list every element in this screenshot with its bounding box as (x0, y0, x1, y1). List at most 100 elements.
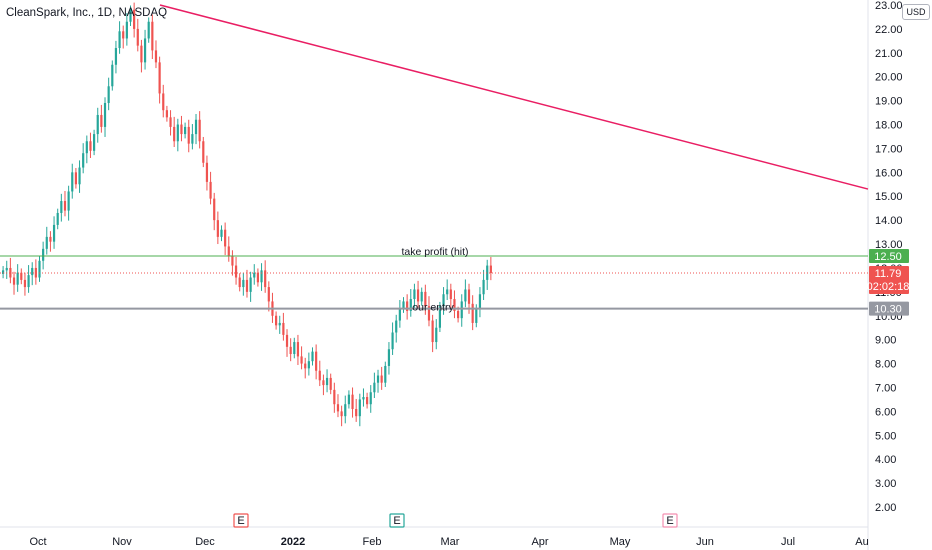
candle-body (154, 50, 158, 63)
candle-body (180, 124, 183, 135)
candle-body (442, 294, 445, 307)
candle-body (20, 272, 23, 280)
candle-body (253, 272, 256, 278)
candle-body (427, 306, 431, 321)
candle-body (136, 28, 139, 46)
y-tick-label: 15.00 (875, 191, 903, 203)
x-tick-label: Nov (112, 536, 132, 548)
candle-body (275, 315, 278, 326)
y-tick-label: 14.00 (875, 215, 903, 227)
y-tick-label: 8.00 (875, 359, 896, 371)
earnings-icon (233, 513, 249, 528)
candle-body (285, 334, 289, 347)
candle-body (282, 322, 285, 335)
candle-body (118, 31, 121, 49)
candle-body (307, 361, 310, 369)
candle-body (387, 349, 391, 366)
candle-body (67, 191, 70, 211)
x-tick-label: Jul (781, 536, 795, 548)
earnings-marker[interactable]: E (662, 513, 678, 528)
candle-body (56, 212, 59, 225)
candle-body (358, 399, 361, 417)
candle-body (96, 114, 99, 135)
candle-body (194, 119, 198, 135)
candle-body (216, 220, 219, 237)
candle-body (256, 272, 259, 283)
entry-badge (869, 301, 909, 316)
x-tick-label: 2022 (281, 536, 305, 548)
candle-body (289, 346, 292, 355)
candle-body (336, 404, 340, 412)
take-profit-badge (869, 249, 909, 264)
candle-body (373, 382, 376, 393)
candle-body (140, 45, 143, 63)
last-price-badge-text: 11.79 (875, 268, 902, 280)
candle-body (376, 375, 380, 383)
candle-body (333, 389, 336, 405)
candle-body (107, 86, 110, 104)
candle-body (213, 198, 216, 221)
x-tick-label: Apr (531, 536, 548, 548)
candle-body (464, 289, 467, 302)
earnings-marker[interactable]: E (389, 513, 405, 528)
candle-body (318, 370, 321, 381)
candle-body (52, 224, 56, 242)
candle-body (100, 114, 103, 127)
candle-body (12, 277, 16, 285)
candle-body (460, 301, 463, 319)
candle-body (489, 265, 492, 273)
candle-body (278, 322, 281, 326)
currency-button[interactable]: USD (902, 4, 930, 20)
candle-body (482, 279, 485, 295)
candle-body (63, 201, 67, 211)
candle-body (325, 377, 329, 386)
candle-body (151, 21, 154, 51)
entry-label: our entry (412, 302, 454, 314)
x-tick-label: Feb (363, 536, 382, 548)
candle-body (9, 267, 12, 278)
chart-title: CleanSpark, Inc., 1D, NASDAQ (6, 7, 167, 19)
y-tick-label: 22.00 (875, 24, 903, 36)
candle-body (231, 256, 234, 266)
candle-body (340, 411, 343, 417)
candle-body (147, 21, 150, 39)
y-tick-label: 18.00 (875, 120, 903, 132)
last-price-badge-countdown: 02:02:18 (867, 281, 910, 293)
candle-body (133, 9, 136, 29)
candle-body (5, 267, 8, 271)
y-tick-label: 4.00 (875, 454, 896, 466)
candle-body (169, 117, 172, 127)
candle-body (176, 124, 179, 142)
candle-body (74, 172, 77, 185)
candle-body (402, 301, 405, 309)
take-profit-badge-text: 12.50 (874, 251, 902, 263)
candle-body (209, 181, 212, 199)
candle-body (191, 134, 194, 144)
x-tick-label: Dec (195, 536, 215, 548)
y-tick-label: 7.00 (875, 382, 896, 394)
candle-body (143, 38, 147, 63)
candle-body (245, 279, 249, 292)
candle-body (300, 356, 303, 364)
candle-body (242, 279, 245, 288)
candle-body (34, 267, 37, 278)
candle-body (351, 394, 354, 409)
candle-body (205, 162, 209, 182)
x-tick-label: May (610, 536, 631, 548)
candle-body (416, 289, 420, 302)
candle-body (453, 299, 456, 311)
candle-body (220, 229, 223, 237)
candle-body (391, 332, 394, 350)
earnings-letter: E (237, 515, 244, 527)
candle-body (227, 246, 230, 257)
candle-body (23, 279, 27, 288)
candle-body (103, 103, 107, 127)
candle-body (38, 260, 41, 278)
candle-body (347, 394, 350, 405)
candle-body (369, 392, 372, 405)
earnings-marker[interactable]: E (233, 513, 249, 528)
candle-body (438, 306, 441, 328)
candle-body (31, 267, 34, 276)
candle-body (111, 64, 114, 87)
